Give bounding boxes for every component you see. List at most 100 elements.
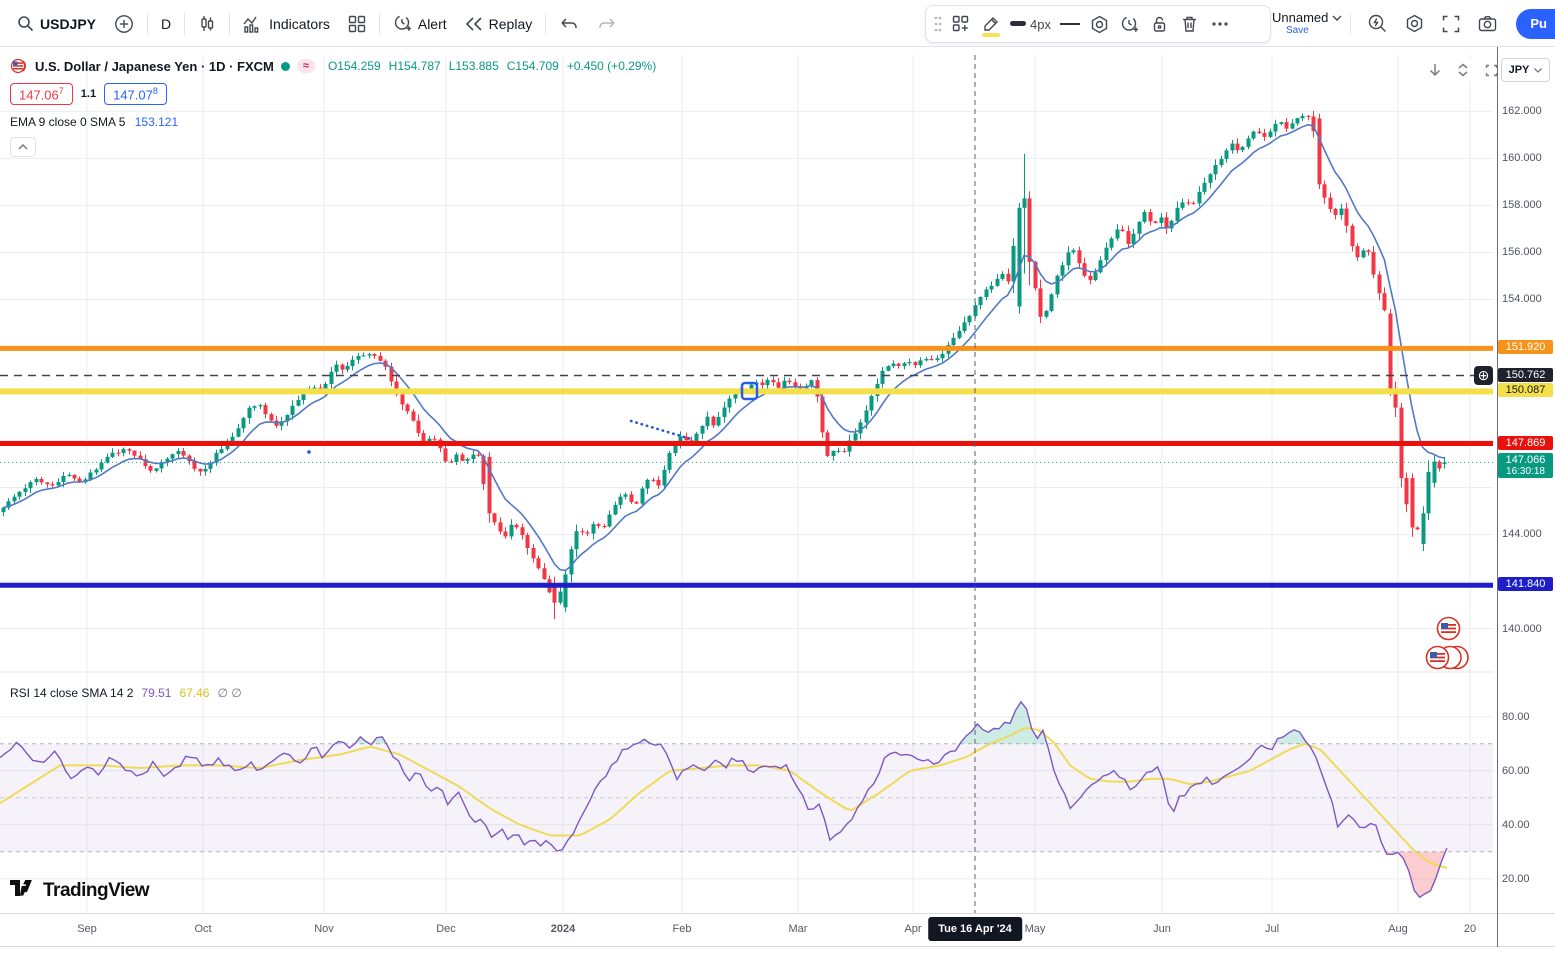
drawing-color-button[interactable]	[976, 9, 1006, 39]
chart-style-button[interactable]	[189, 7, 225, 41]
add-alert-on-drawing-button[interactable]	[1115, 9, 1145, 39]
line-style-button[interactable]	[1055, 9, 1085, 39]
chart-canvas[interactable]	[0, 0, 1497, 947]
collapse-pane-button[interactable]	[1452, 59, 1474, 81]
search-icon	[18, 16, 34, 32]
ellipsis-icon	[1212, 22, 1228, 26]
spread-value: 1.1	[80, 88, 97, 101]
quick-search-button[interactable]	[1359, 7, 1396, 41]
snapshot-button[interactable]	[1469, 7, 1506, 41]
delete-drawing-button[interactable]	[1175, 9, 1205, 39]
settings-gear-icon	[1407, 14, 1423, 33]
time-tick: Aug	[1388, 923, 1408, 935]
time-tick: 20	[1463, 923, 1477, 935]
rsi-sma-value: 67.46	[179, 686, 210, 700]
save-button[interactable]: Save	[1286, 25, 1309, 37]
maximize-pane-button[interactable]	[1480, 59, 1502, 81]
line-width-button[interactable]: 4px	[1006, 9, 1055, 39]
interval-button[interactable]: D	[161, 15, 172, 32]
scroll-to-recent-button[interactable]	[1424, 59, 1446, 81]
candlestick-icon	[201, 15, 214, 31]
ema-label: EMA 9 close 0 SMA 5	[10, 115, 126, 130]
close-value: C154.709	[506, 59, 559, 73]
undo-button[interactable]	[550, 7, 588, 41]
chevron-down-icon	[1534, 67, 1543, 73]
drag-handle[interactable]	[930, 9, 946, 39]
layout-templates-button[interactable]	[339, 7, 375, 41]
bar-countdown: 16:30:18	[1506, 466, 1545, 478]
rsi-line	[0, 700, 1448, 899]
rsi-overbought-fill	[1275, 729, 1308, 744]
time-tick: Nov	[314, 923, 334, 935]
price-level-label: 150.762	[1498, 367, 1553, 382]
axis-divider	[1497, 47, 1498, 947]
us-event-flag-icon[interactable]	[1436, 616, 1461, 646]
time-tick: Jun	[1153, 923, 1171, 935]
undo-icon	[561, 17, 577, 28]
template-button[interactable]	[1085, 9, 1115, 39]
price-axis-label: 162.000	[1502, 105, 1542, 118]
rsi-indicator-row[interactable]: RSI 14 close SMA 14 2 79.51 67.46 ∅ ∅	[10, 686, 242, 700]
toolbar-separator	[1350, 12, 1352, 35]
color-swatch	[982, 33, 1000, 37]
price-axis-label: 154.000	[1502, 293, 1542, 306]
price-axis[interactable]: JPY 162.000 160.000 158.000 156.000 154.000 1…	[1497, 47, 1555, 941]
rsi-overbought-fill	[334, 741, 346, 744]
time-tick: Sep	[77, 923, 97, 935]
add-to-layout-button[interactable]	[946, 9, 976, 39]
symbol-search-button[interactable]: USDJPY	[8, 7, 105, 41]
save-layout-control[interactable]: Unnamed Save	[1272, 10, 1342, 37]
price-level-label: 147.869	[1498, 435, 1553, 450]
tradingview-logo[interactable]: TradingView	[10, 880, 150, 902]
rsi-axis-label: 20.00	[1502, 872, 1530, 885]
rsi-axis-label: 60.00	[1502, 764, 1530, 777]
redo-button[interactable]	[588, 7, 626, 41]
us-event-flags-stack-icon[interactable]	[1424, 644, 1470, 676]
sell-button[interactable]: 147.067	[10, 83, 73, 106]
fullscreen-button[interactable]	[1433, 7, 1469, 41]
tradingview-logo-icon	[10, 880, 32, 896]
line-style-icon	[1059, 23, 1080, 25]
compare-add-button[interactable]	[105, 7, 143, 41]
price-axis-label: 140.000	[1502, 622, 1542, 635]
rsi-value: 79.51	[141, 686, 172, 700]
indicators-button[interactable]: Indicators	[234, 7, 339, 41]
currency-selector[interactable]: JPY	[1501, 58, 1550, 82]
candles-layer	[1, 110, 1447, 620]
time-tick: 2024	[550, 923, 576, 935]
lock-drawing-button[interactable]	[1145, 9, 1175, 39]
drawn-rectangle[interactable]	[740, 381, 759, 401]
price-level-label: 150.087	[1498, 383, 1553, 398]
alert-button[interactable]: Alert	[384, 7, 456, 41]
toolbar-separator	[545, 12, 547, 35]
line-width-icon	[1010, 21, 1026, 26]
more-options-button[interactable]	[1205, 9, 1235, 39]
publish-button[interactable]: Pu	[1516, 8, 1555, 39]
rsi-axis-label: 80.00	[1502, 710, 1530, 723]
time-axis[interactable]: Sep Oct Nov Dec 2024 Feb Mar Apr May Jun Jul Aug 20 T…	[0, 913, 1555, 947]
time-tick: Apr	[904, 923, 922, 935]
chart-title[interactable]: U.S. Dollar / Japanese Yen · 1D · FXCM	[35, 58, 274, 74]
price-axis-label: 156.000	[1502, 246, 1542, 259]
gridlines	[0, 55, 1493, 913]
alert-plus-icon	[1122, 15, 1139, 32]
time-tick: Oct	[194, 923, 212, 935]
unlock-icon	[1154, 16, 1166, 32]
ema-indicator-row[interactable]: EMA 9 close 0 SMA 5 153.121	[10, 115, 656, 129]
fullscreen-icon	[1443, 15, 1460, 32]
rsi-overbought-fill	[959, 701, 1047, 744]
rsi-empty-values: ∅ ∅	[217, 686, 242, 700]
replay-button[interactable]: Replay	[456, 7, 542, 41]
chart-settings-button[interactable]	[1396, 7, 1433, 41]
top-toolbar: USDJPY D Indicators	[0, 0, 1555, 47]
chart-legend: U.S. Dollar / Japanese Yen · 1D · FXCM ≈…	[10, 58, 656, 158]
replay-icon	[465, 16, 482, 31]
add-alert-plus-button[interactable]: ⊕	[1474, 366, 1493, 385]
drawn-dotted-line[interactable]	[629, 419, 693, 441]
price-axis-label: 160.000	[1502, 152, 1542, 165]
market-status-dot	[280, 61, 290, 71]
toolbar-separator	[378, 12, 380, 35]
buy-button[interactable]: 147.078	[104, 83, 167, 106]
collapse-legend-button[interactable]	[10, 137, 36, 158]
collapse-icon	[1458, 63, 1468, 77]
